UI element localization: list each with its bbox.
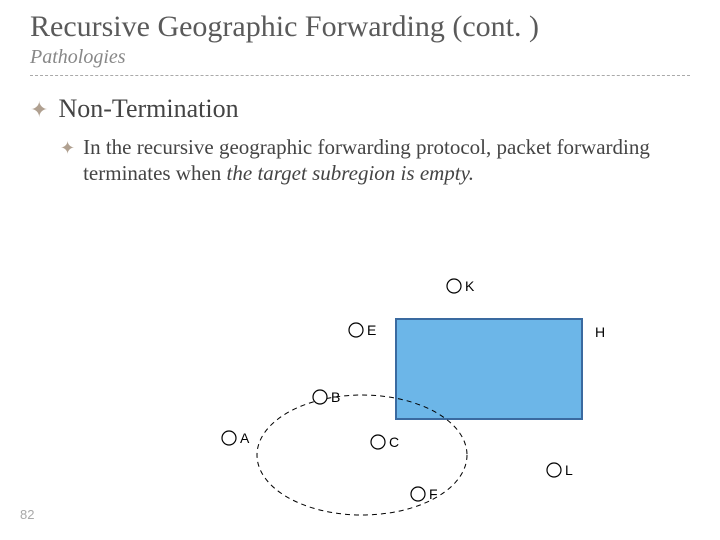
page-subtitle: Pathologies [30, 46, 690, 69]
node-label: F [429, 486, 438, 502]
node-label: A [240, 430, 250, 446]
node-circle-icon [222, 431, 236, 445]
diagram-svg: K E H B A C L F [0, 0, 720, 540]
node-e: E [349, 322, 376, 338]
bullet-level-2: ✦ In the recursive geographic forwarding… [60, 134, 660, 187]
node-label: L [565, 462, 573, 478]
page-number: 82 [20, 507, 34, 522]
node-circle-icon [447, 279, 461, 293]
node-c: C [371, 434, 399, 450]
node-circle-icon [371, 435, 385, 449]
target-subregion-rect [396, 319, 582, 419]
node-circle-icon [313, 390, 327, 404]
node-circle-icon [547, 463, 561, 477]
node-label: B [331, 389, 340, 405]
node-label: E [367, 322, 376, 338]
bullet-l2-italic: the target subregion is empty. [227, 161, 475, 185]
node-k: K [447, 278, 475, 294]
bullet-l1-text: Non-Termination [58, 94, 238, 124]
slide: Recursive Geographic Forwarding (cont. )… [0, 0, 720, 540]
bullet-l2-text: In the recursive geographic forwarding p… [83, 134, 660, 187]
node-b: B [313, 389, 340, 405]
node-h: H [595, 324, 605, 340]
divider [30, 75, 690, 76]
node-circle-icon [411, 487, 425, 501]
node-label: H [595, 324, 605, 340]
node-circle-icon [349, 323, 363, 337]
page-title: Recursive Geographic Forwarding (cont. ) [30, 10, 690, 44]
coverage-ellipse [257, 395, 467, 515]
bullet-marker-icon: ✦ [30, 97, 48, 123]
node-f: F [411, 486, 438, 502]
bullet-marker-icon: ✦ [60, 137, 75, 160]
node-a: A [222, 430, 250, 446]
bullet-level-1: ✦ Non-Termination [30, 94, 690, 124]
node-label: C [389, 434, 399, 450]
node-label: K [465, 278, 475, 294]
node-l: L [547, 462, 573, 478]
